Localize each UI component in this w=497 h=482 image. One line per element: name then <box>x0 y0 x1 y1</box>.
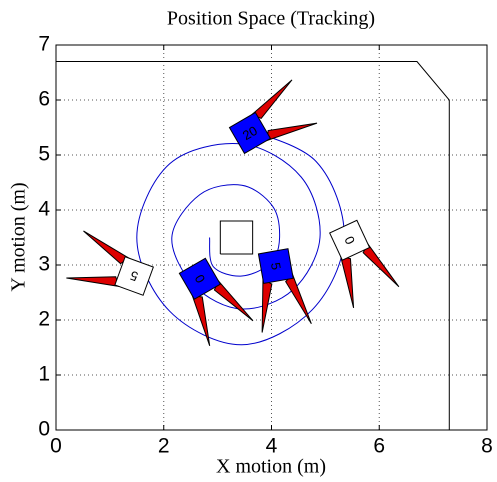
x-tick-label: 4 <box>266 435 278 458</box>
robot-body <box>257 248 294 285</box>
robot-leg <box>66 276 120 287</box>
x-axis-label: X motion (m) <box>216 456 326 478</box>
robot: 5 <box>66 230 154 296</box>
robot: 5 <box>257 248 312 333</box>
plot-frame <box>55 44 488 431</box>
robot-leg <box>191 295 211 346</box>
robot-leg <box>261 278 273 333</box>
x-tick-label: 0 <box>50 435 62 458</box>
robot: 0 <box>329 219 400 309</box>
chart-title: Position Space (Tracking) <box>167 8 375 30</box>
y-tick-label: 5 <box>38 143 50 166</box>
robot-label: 5 <box>128 268 140 285</box>
y-axis-label: Y motion (m) <box>8 182 30 291</box>
y-tick-label: 3 <box>38 253 50 276</box>
robot-leg <box>285 273 312 325</box>
robot-label: 5 <box>268 261 284 271</box>
robot-body <box>228 111 272 155</box>
y-tick-label: 0 <box>38 418 50 441</box>
robot-body <box>329 219 371 261</box>
robot: 20 <box>228 79 318 155</box>
x-tick-label: 8 <box>481 435 493 458</box>
y-tick-label: 1 <box>38 363 50 386</box>
y-tick-label: 6 <box>38 88 50 111</box>
series-line <box>56 61 450 430</box>
robot-body <box>114 256 154 296</box>
robot-label: 20 <box>240 123 260 143</box>
robot: 0 <box>178 257 254 346</box>
y-tick-label: 4 <box>38 198 50 221</box>
x-tick-label: 2 <box>158 435 170 458</box>
robot-leg <box>339 255 355 309</box>
y-tick-label: 2 <box>38 308 50 331</box>
y-tick-label: 7 <box>38 33 50 56</box>
series-line <box>219 220 254 255</box>
robot-body <box>178 257 222 300</box>
x-tick-label: 6 <box>373 435 385 458</box>
series-line <box>136 127 345 346</box>
